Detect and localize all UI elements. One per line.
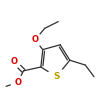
Text: O: O	[32, 35, 39, 44]
Circle shape	[51, 71, 62, 82]
Circle shape	[8, 56, 19, 66]
Text: O: O	[14, 78, 21, 87]
Circle shape	[30, 35, 40, 45]
Text: S: S	[53, 72, 60, 81]
Circle shape	[12, 77, 23, 88]
Text: O: O	[10, 57, 17, 66]
